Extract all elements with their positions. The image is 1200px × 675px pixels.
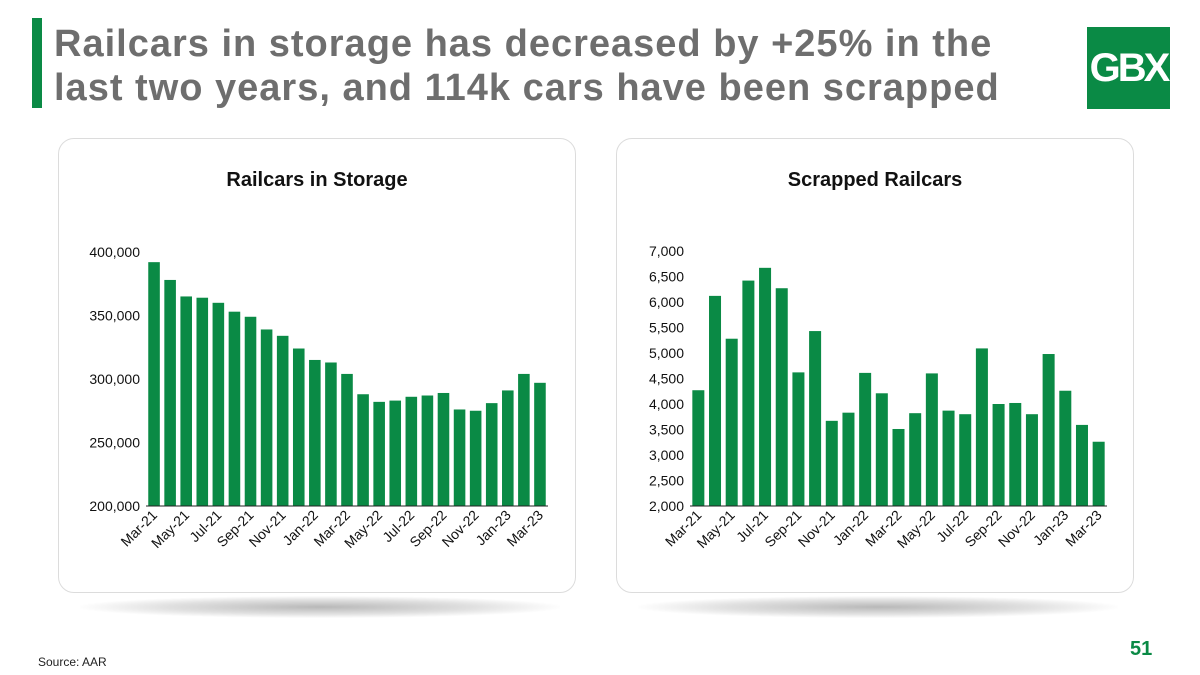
y-tick-label: 200,000 [89,498,140,514]
bar-sep-22 [437,392,450,506]
bar-oct-22 [453,409,466,506]
x-tick-label: Nov-21 [795,507,838,550]
y-tick-label: 6,500 [649,269,684,285]
x-tick-label: Nov-22 [995,507,1038,550]
bar-mar-23 [534,382,546,506]
bar-aug-22 [421,395,434,506]
bar-jan-22 [309,359,321,506]
bar-aug-22 [975,348,988,506]
bar-mar-23 [1092,441,1105,506]
bar-feb-22 [875,393,888,506]
bar-jan-22 [859,372,872,506]
scrapped-chart-panel: Scrapped Railcars 2,000 2,500 3,000 3,500 4,… [616,138,1134,593]
page-number: 51 [1130,638,1153,660]
panel-shadow [638,596,1118,618]
bar-dec-21 [292,348,305,506]
x-tick-label: May-21 [693,507,737,551]
bar-jun-22 [389,400,402,506]
y-tick-label: 7,000 [649,243,684,259]
y-tick-label: 3,500 [649,422,684,438]
bar-nov-22 [1025,414,1038,506]
bar-aug-21 [775,288,788,506]
y-tick-label: 4,000 [649,396,684,412]
storage-chart-title: Railcars in Storage [226,169,408,191]
bar-aug-21 [228,311,241,506]
bar-dec-22 [485,403,498,506]
y-tick-label: 250,000 [89,435,140,451]
y-tick-label: 2,000 [649,498,684,514]
bar-sep-21 [792,372,805,506]
y-tick-label: 3,000 [649,447,684,463]
bar-mar-22 [341,373,353,506]
bar-nov-22 [469,410,482,506]
x-tick-label: Mar-23 [503,507,546,550]
bar-dec-22 [1042,354,1055,506]
page-title: Railcars in storage has decreased by +25… [54,23,1000,109]
bar-feb-22 [325,362,337,506]
bar-jan-23 [502,390,514,506]
y-tick-label: 400,000 [89,244,140,260]
title-accent-bar [32,18,42,108]
x-tick-label: Nov-21 [246,507,289,550]
bar-may-21 [180,296,192,506]
y-tick-label: 5,500 [649,320,684,336]
bar-apr-21 [164,279,176,506]
bar-sep-22 [992,404,1005,506]
y-tick-label: 2,500 [649,473,684,489]
x-tick-label: Mar-23 [1062,507,1105,550]
bar-mar-21 [148,262,160,506]
bar-jun-21 [196,297,209,506]
bar-nov-21 [825,420,838,506]
scrapped-chart-title: Scrapped Railcars [787,169,963,191]
bar-jul-21 [759,267,772,506]
bar-dec-21 [842,412,855,506]
bar-may-22 [373,401,385,506]
bar-oct-22 [1009,402,1022,506]
x-tick-label: May-22 [894,507,938,551]
y-tick-label: 6,000 [649,294,684,310]
y-tick-label: 350,000 [89,308,140,324]
bar-jul-22 [959,414,972,506]
bar-apr-22 [909,413,922,506]
bar-jun-22 [942,410,955,506]
panel-shadow [80,596,560,618]
x-tick-label: Nov-22 [439,507,482,550]
y-tick-label: 4,500 [649,371,684,387]
bar-may-21 [725,338,738,506]
bar-nov-21 [276,335,289,506]
storage-chart: 200,000 250,000 300,000 350,000 400,000 Mar-2… [89,244,548,551]
bar-apr-21 [709,295,722,506]
bar-apr-22 [357,394,369,506]
bar-oct-21 [260,329,273,506]
bar-mar-22 [892,428,905,506]
bar-jan-23 [1059,390,1072,506]
storage-chart-panel: Railcars in Storage 200,000 250,000 300,00… [58,138,576,593]
bar-jul-21 [212,302,225,506]
bar-mar-21 [692,390,705,506]
y-tick-label: 300,000 [89,371,140,387]
bar-oct-21 [809,331,822,506]
bar-sep-21 [244,316,257,506]
bar-may-22 [925,373,938,506]
bar-jun-21 [742,280,755,506]
source-note: Source: AAR [38,655,107,669]
bar-feb-23 [1075,424,1088,506]
bar-feb-23 [518,373,530,506]
scrapped-chart: 2,000 2,500 3,000 3,500 4,000 4,500 5,000 5,500… [649,243,1107,551]
y-tick-label: 5,000 [649,345,684,361]
bar-jul-22 [405,396,418,506]
gbx-logo: GBX [1087,27,1170,109]
